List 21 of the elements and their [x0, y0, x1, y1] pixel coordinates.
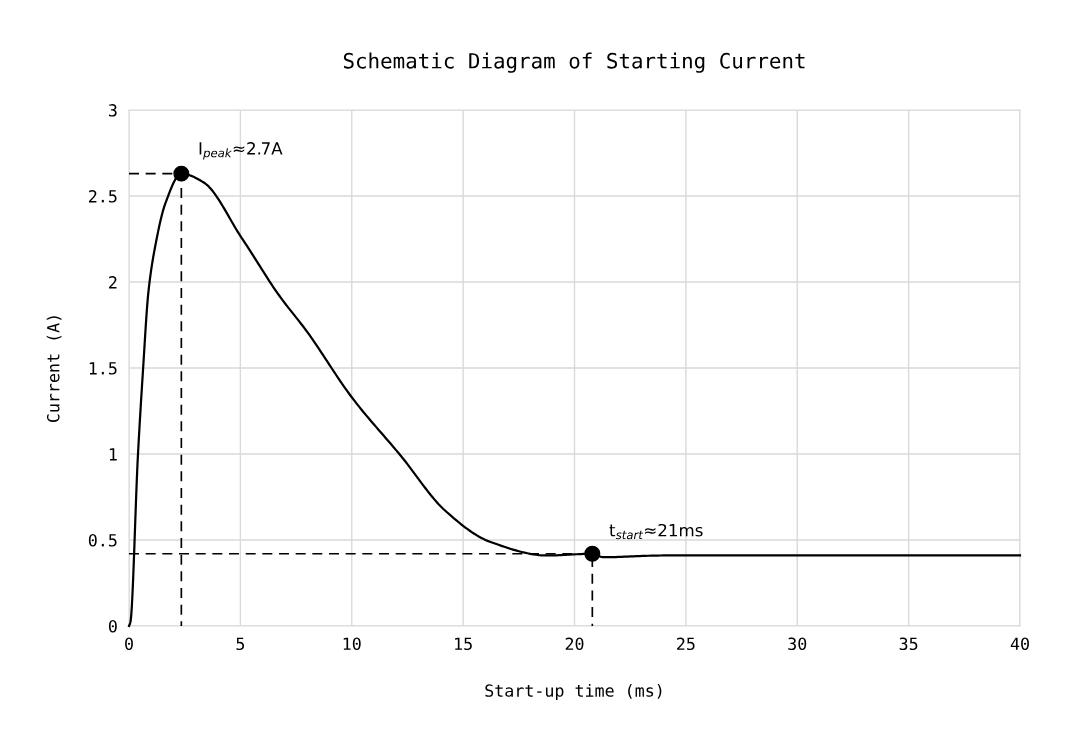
y-tick-label: 0.5 [88, 534, 117, 547]
x-tick-label: 20 [565, 637, 584, 651]
annotation: t$_{start}$≈21ms [609, 523, 703, 540]
chart-title: Schematic Diagram of Starting Current [343, 52, 805, 73]
x-tick-label: 5 [236, 637, 245, 651]
x-tick-label: 40 [1010, 637, 1029, 651]
y-axis-title: Current (A) [46, 316, 62, 423]
x-tick-label: 30 [788, 637, 807, 651]
x-tick-label: 25 [677, 637, 695, 651]
x-tick-label: 10 [343, 637, 361, 651]
x-tick-label: 35 [899, 637, 918, 651]
y-tick-label: 0 [108, 620, 117, 633]
x-tick-label: 15 [455, 637, 472, 651]
y-tick-label: 1 [109, 448, 117, 461]
annotation: I$_{peak}$≈2.7A [199, 142, 283, 160]
y-tick-label: 2.5 [89, 190, 117, 203]
y-tick-label: 3 [108, 104, 117, 117]
x-tick-label: 0 [125, 637, 133, 651]
y-tick-label: 1.5 [89, 362, 117, 375]
x-axis-title: Start-up time (ms) [485, 683, 662, 701]
y-tick-label: 2 [109, 276, 117, 289]
